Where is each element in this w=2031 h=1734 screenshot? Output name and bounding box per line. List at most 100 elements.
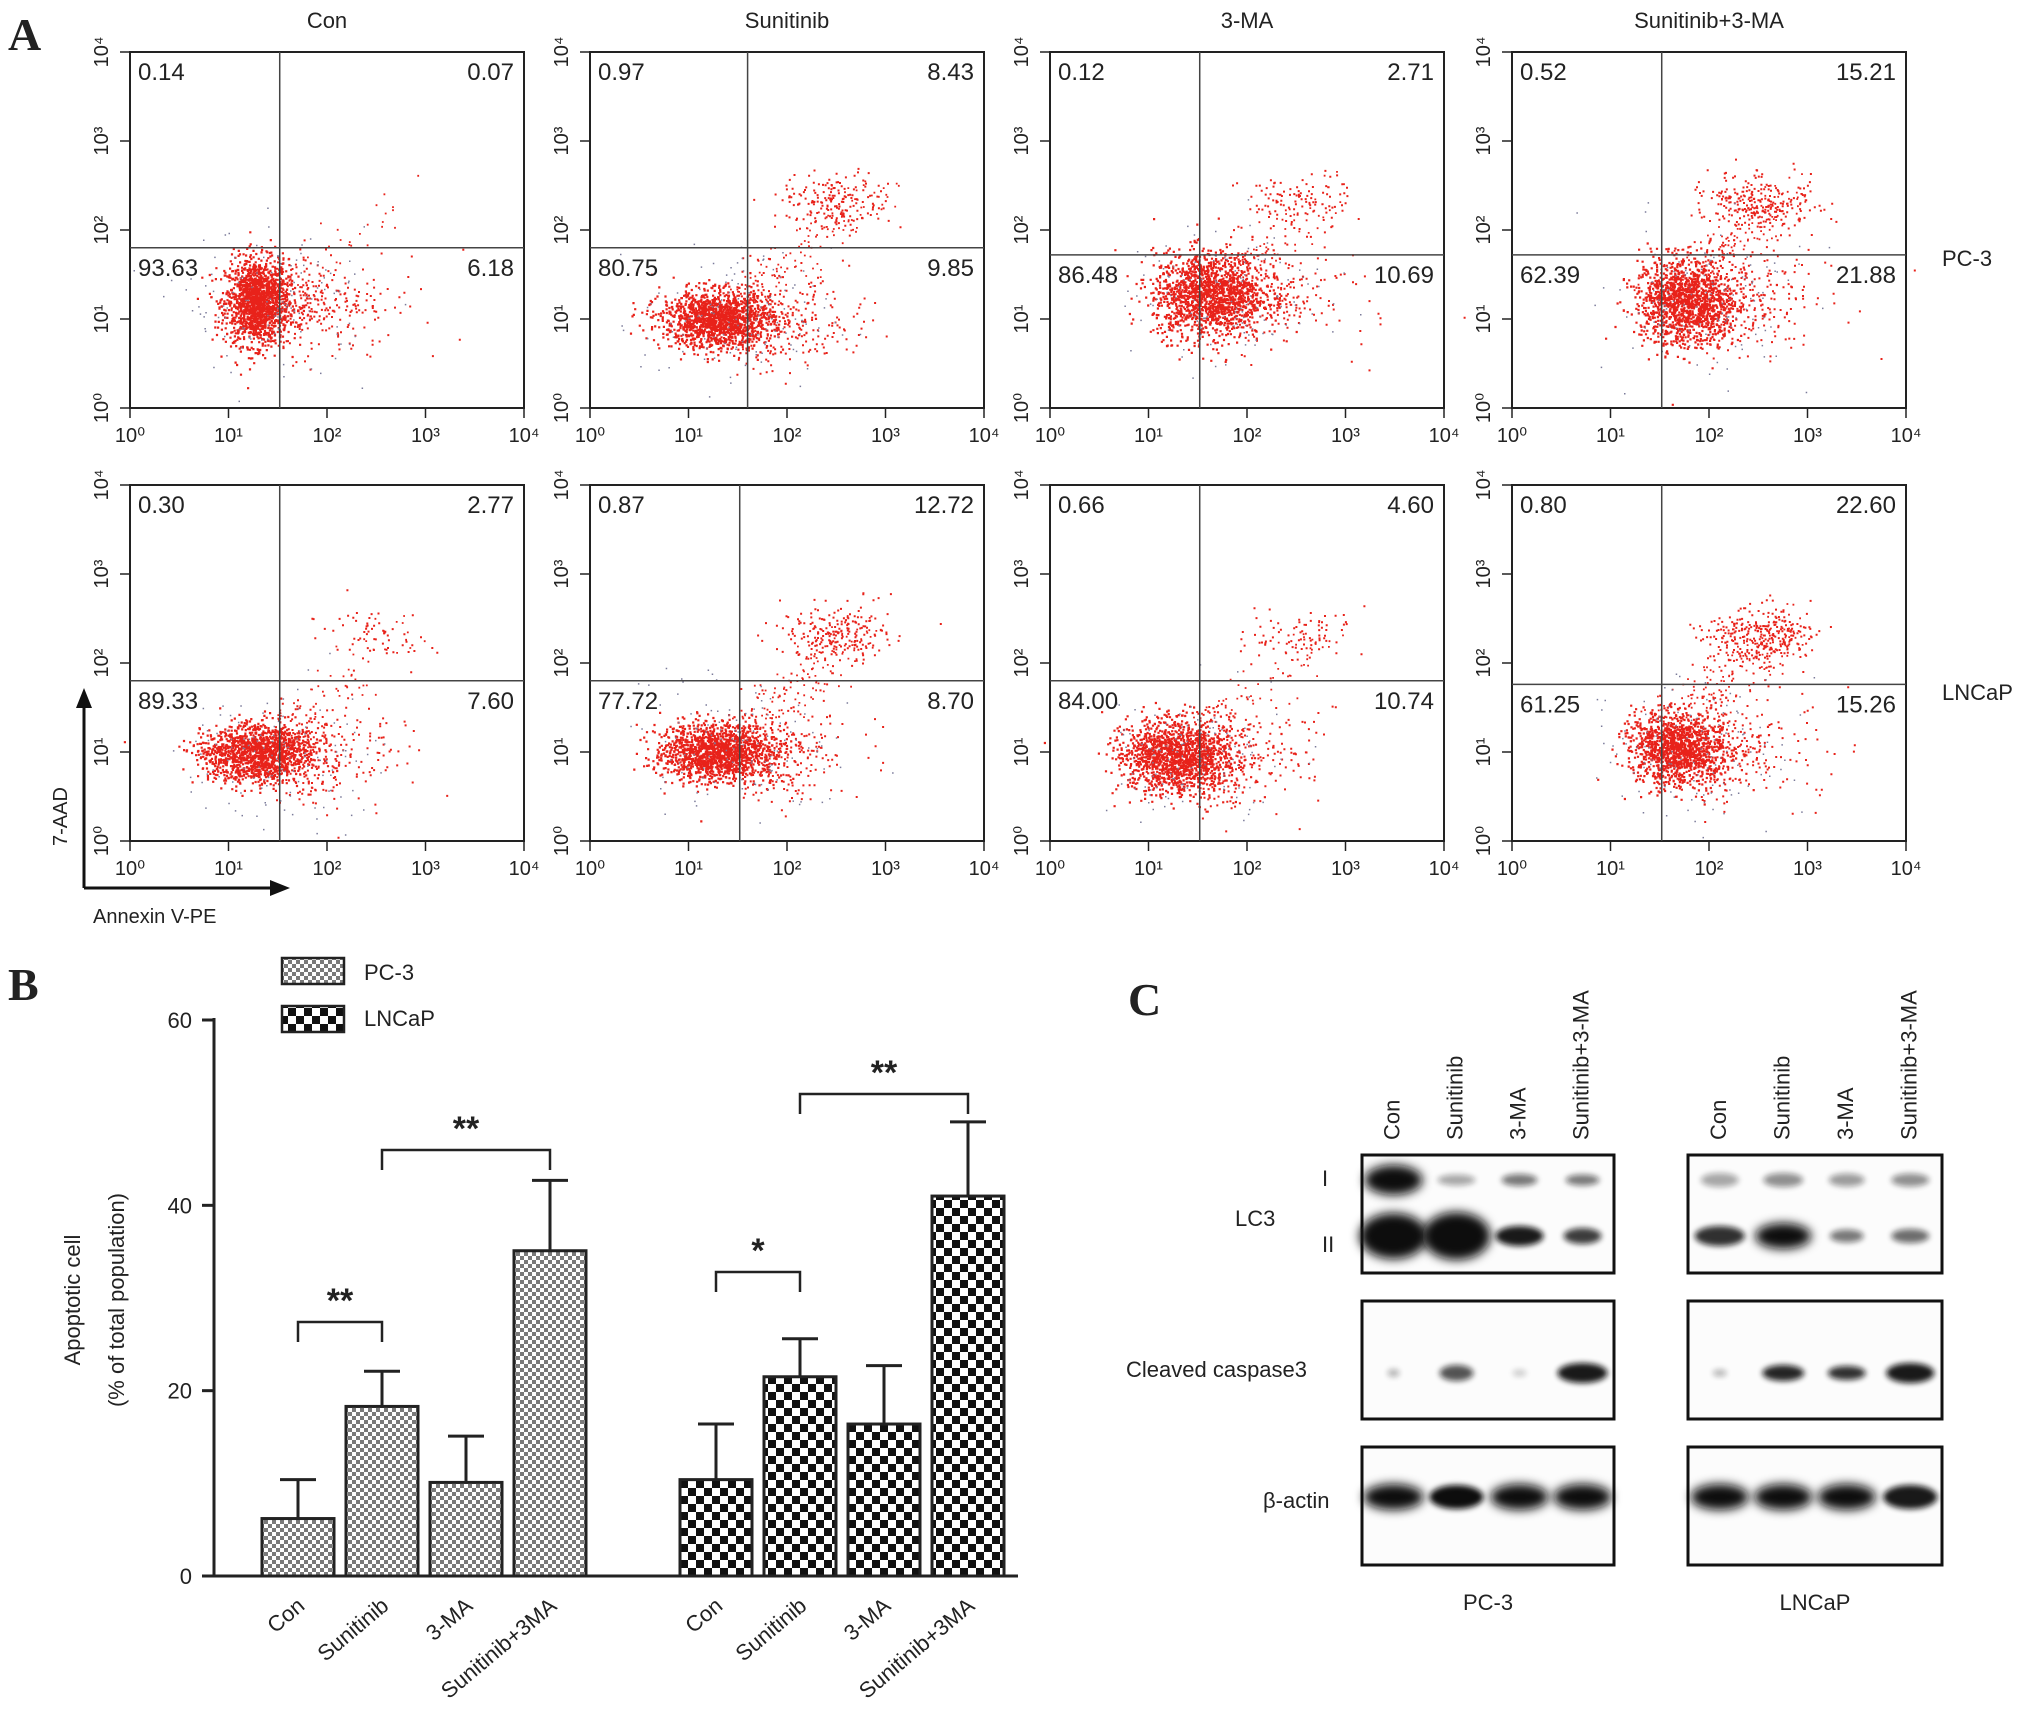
x-tick-label: 10¹ xyxy=(214,425,243,447)
blot-band-casp xyxy=(1387,1369,1400,1377)
quadrant-upper-right: 4.60 xyxy=(1387,492,1434,519)
panel-c-letter: C xyxy=(1128,974,1161,1025)
blot-band-lc3ii xyxy=(1755,1223,1812,1249)
x-tick-label: 10³ xyxy=(1331,425,1360,447)
western-blot-panel: Con Sunitinib 3-MA Sunitinib+3-MA PC-3 Con Sun… xyxy=(1126,990,1944,1615)
blot-band-lc3i xyxy=(1364,1165,1423,1195)
plot-frame xyxy=(1049,51,1445,409)
y-tick-label: 10⁰ xyxy=(1011,826,1033,856)
x-tick-label: 10⁰ xyxy=(575,425,605,447)
y-tick-label: 10⁰ xyxy=(91,826,113,856)
quadrant-upper-left: 0.12 xyxy=(1058,59,1105,86)
y-tick-label: 10¹ xyxy=(1473,304,1495,333)
significance-label: ** xyxy=(327,1282,354,1320)
y-tick-label: 10² xyxy=(551,648,573,677)
quadrant-lower-left: 89.33 xyxy=(138,688,198,715)
y-tick-label: 10² xyxy=(91,215,113,244)
blot-band-lc3i xyxy=(1828,1173,1865,1187)
x-tick-label: 10¹ xyxy=(674,858,703,880)
dot-cloud xyxy=(630,592,942,824)
blot-band-lc3i xyxy=(1763,1173,1804,1187)
bar-y-tick-label: 0 xyxy=(180,1564,192,1589)
flow-plot-1-2: 0.66 4.60 84.00 10.74 10⁰ 10¹ 10² 10³ 10⁴ 10⁰ 10¹ 1… xyxy=(1011,470,1459,880)
blot-band-casp xyxy=(1439,1365,1474,1381)
blot-band-casp xyxy=(1827,1366,1866,1380)
blot-label-caspase: Cleaved caspase3 xyxy=(1126,1357,1307,1382)
lane-label-1-1: Sunitinib xyxy=(1769,1056,1794,1140)
quadrant-lower-left: 62.39 xyxy=(1520,262,1580,289)
column-title-2: 3-MA xyxy=(1221,8,1274,33)
dot-cloud xyxy=(613,167,902,398)
x-tick-label: 10⁴ xyxy=(509,425,540,447)
significance-label: ** xyxy=(453,1110,480,1148)
y-tick-label: 10³ xyxy=(1473,559,1495,588)
flow-plot-0-1: 0.97 8.43 80.75 9.85 10⁰ 10¹ 10² 10³ 10⁴ 10⁰ 10¹ 10… xyxy=(551,8,999,447)
lane-label-1-0: Con xyxy=(1706,1100,1731,1140)
plot-frame xyxy=(1511,51,1907,409)
y-tick-label: 10¹ xyxy=(551,737,573,766)
bar-lncap-0 xyxy=(678,1478,754,1578)
bar-y-label: Apoptotic cell xyxy=(60,1235,85,1366)
blot-band-lc3i xyxy=(1501,1174,1538,1186)
x-tick-label: 10³ xyxy=(411,425,440,447)
bar-y-label-2: (% of total population) xyxy=(104,1193,129,1407)
plot-frame xyxy=(1511,484,1907,842)
blot-band-lc3i xyxy=(1700,1173,1739,1187)
x-tick-label: 10¹ xyxy=(1134,425,1163,447)
bar-category-label: Con xyxy=(262,1593,309,1638)
blot-band-lc3i xyxy=(1437,1174,1476,1186)
significance-bracket xyxy=(380,1148,552,1170)
blot-band-lc3i xyxy=(1565,1174,1600,1186)
x-tick-label: 10⁰ xyxy=(1497,858,1527,880)
stray-dots xyxy=(172,652,386,836)
x-tick-label: 10⁰ xyxy=(1035,858,1065,880)
significance-label: * xyxy=(751,1232,765,1270)
blot-band-actin xyxy=(1363,1484,1424,1510)
significance-bracket xyxy=(296,1320,384,1342)
blot-band-actin xyxy=(1817,1484,1876,1510)
blot-label-actin: β-actin xyxy=(1263,1488,1329,1513)
event-dots xyxy=(633,592,942,823)
quadrant-upper-right: 22.60 xyxy=(1836,492,1896,519)
y-tick-label: 10⁰ xyxy=(1011,393,1033,423)
y-tick-label: 10⁴ xyxy=(91,37,113,68)
x-tick-label: 10⁴ xyxy=(1891,425,1922,447)
bar-legend: PC-3 LNCaP xyxy=(280,956,435,1034)
lane-label-0-0: Con xyxy=(1380,1100,1405,1140)
x-axis-label-annexin: Annexin V-PE xyxy=(93,906,216,928)
plot-frame xyxy=(589,51,985,409)
quadrant-lower-left: 80.75 xyxy=(598,255,658,282)
blot-band-lc3ii xyxy=(1422,1212,1491,1260)
bar-lncap-2 xyxy=(846,1422,922,1578)
blot-band-lc3ii xyxy=(1563,1228,1602,1244)
flow-plot-0-2: 0.12 2.71 86.48 10.69 10⁰ 10¹ 10² 10³ 10⁴ 10⁰ 10¹ 1… xyxy=(1011,8,1466,447)
blot-band-actin xyxy=(1429,1485,1484,1509)
y-tick-label: 10³ xyxy=(1473,126,1495,155)
quadrant-lower-right: 9.85 xyxy=(927,255,974,282)
event-dots xyxy=(196,174,465,390)
blot-band-lc3ii xyxy=(1359,1213,1428,1259)
quadrant-lower-right: 8.70 xyxy=(927,688,974,715)
quadrant-upper-right: 2.71 xyxy=(1387,59,1434,86)
x-tick-label: 10⁰ xyxy=(575,858,605,880)
panel-a-letter: A xyxy=(8,9,41,60)
blot-band-lc3ii xyxy=(1694,1226,1745,1246)
bar-pc3-1 xyxy=(344,1404,420,1578)
quadrant-lower-left: 93.63 xyxy=(138,255,198,282)
quadrant-lower-left: 84.00 xyxy=(1058,688,1118,715)
x-tick-label: 10¹ xyxy=(1596,858,1625,880)
x-tick-label: 10¹ xyxy=(1596,425,1625,447)
x-tick-label: 10² xyxy=(1233,858,1262,880)
y-tick-label: 10⁰ xyxy=(551,826,573,856)
y-tick-label: 10⁰ xyxy=(1473,826,1495,856)
y-tick-label: 10⁴ xyxy=(1011,470,1033,501)
y-tick-label: 10² xyxy=(1473,648,1495,677)
blot-band-lc3ii xyxy=(1829,1229,1864,1243)
blot-band-lc3ii xyxy=(1891,1229,1930,1243)
bar-y-tick-label: 60 xyxy=(168,1008,192,1033)
blot-box-1-0 xyxy=(1686,1153,1944,1275)
x-tick-label: 10² xyxy=(1695,858,1724,880)
x-tick-label: 10⁴ xyxy=(509,858,540,880)
y-tick-label: 10¹ xyxy=(91,304,113,333)
x-tick-label: 10³ xyxy=(1331,858,1360,880)
